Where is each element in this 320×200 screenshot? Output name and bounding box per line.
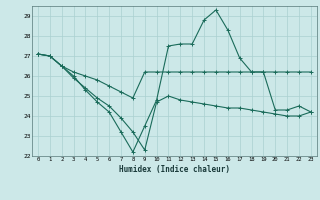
X-axis label: Humidex (Indice chaleur): Humidex (Indice chaleur) bbox=[119, 165, 230, 174]
